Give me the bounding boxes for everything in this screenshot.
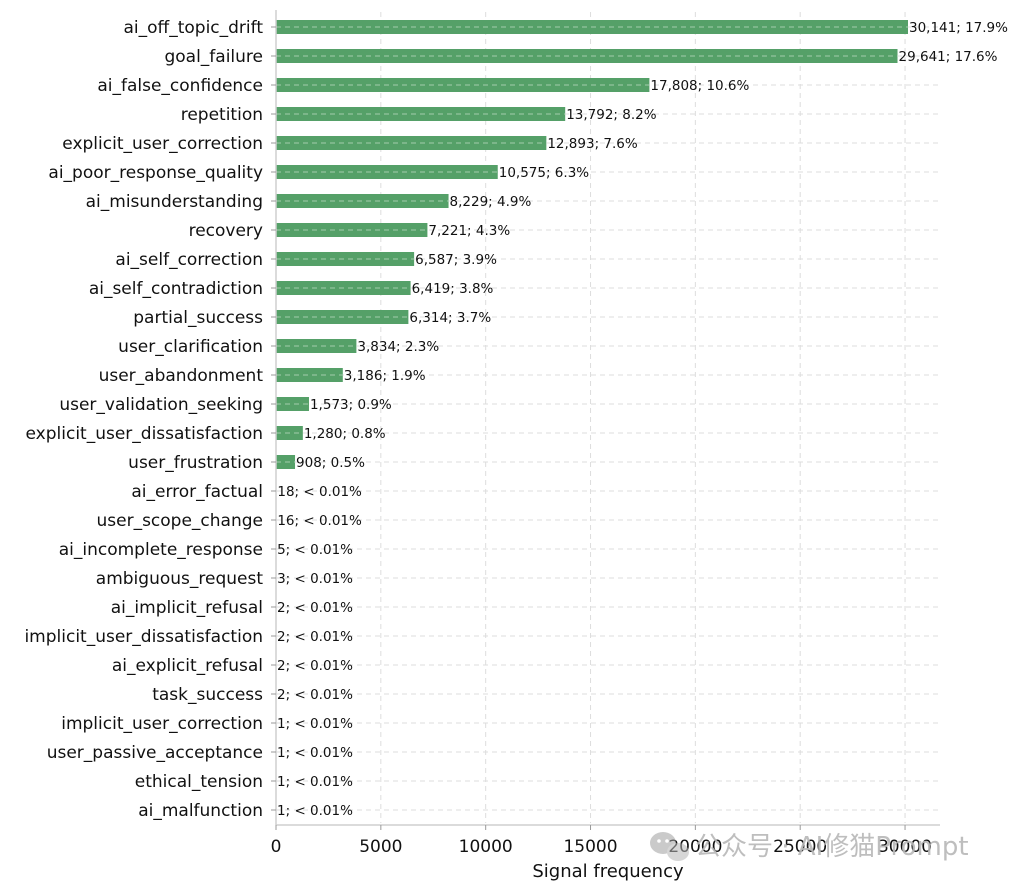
x-tick-label: 10000: [459, 837, 513, 857]
category-label: user_passive_acceptance: [47, 743, 263, 763]
category-label: recovery: [189, 221, 263, 241]
category-label: user_scope_change: [97, 511, 264, 531]
data-label: 7,221; 4.3%: [428, 223, 510, 239]
category-label: ai_malfunction: [138, 801, 263, 821]
category-label: ai_self_correction: [115, 250, 263, 270]
data-label: 18; < 0.01%: [277, 484, 362, 500]
data-label: 6,419; 3.8%: [412, 281, 494, 297]
axes: [271, 10, 940, 830]
data-label: 3; < 0.01%: [277, 571, 353, 587]
category-label: implicit_user_correction: [61, 714, 263, 734]
bar-user_validation_seeking: [276, 397, 309, 411]
bar-ai_misunderstanding: [276, 194, 449, 208]
category-label: task_success: [152, 685, 263, 705]
x-axis-title: Signal frequency: [532, 861, 684, 882]
category-label: ai_off_topic_drift: [123, 18, 263, 38]
data-label: 1; < 0.01%: [277, 745, 353, 761]
bar-recovery: [276, 223, 428, 237]
category-label: explicit_user_correction: [62, 134, 263, 154]
wechat-icon: [650, 832, 689, 861]
data-label: 2; < 0.01%: [277, 658, 353, 674]
category-label: user_frustration: [128, 453, 263, 473]
bar-user_abandonment: [276, 368, 343, 382]
data-labels: 30,141; 17.9% 29,641; 17.6% 17,808; 10.6% 1…: [277, 20, 1008, 819]
data-label: 5; < 0.01%: [277, 542, 353, 558]
category-label: explicit_user_dissatisfaction: [26, 424, 263, 444]
category-label: user_abandonment: [99, 366, 264, 386]
bar-user_frustration: [276, 455, 296, 469]
bar-goal_failure: [276, 49, 898, 63]
data-label: 1; < 0.01%: [277, 716, 353, 732]
x-tick-label: 25000: [773, 837, 827, 857]
data-label: 2; < 0.01%: [277, 629, 353, 645]
bar-repetition: [276, 107, 566, 121]
bar-ai_self_correction: [276, 252, 415, 266]
category-label: goal_failure: [164, 47, 263, 67]
data-label: 30,141; 17.9%: [909, 20, 1008, 36]
data-label: 8,229; 4.9%: [450, 194, 532, 210]
bar-explicit_user_dissatisfaction: [276, 426, 303, 440]
category-label: ai_self_contradiction: [89, 279, 263, 299]
category-label: ai_explicit_refusal: [112, 656, 263, 676]
category-label: ai_false_confidence: [97, 76, 263, 96]
x-tick-labels: 0 5000 10000 15000 20000 25000 30000: [271, 837, 933, 857]
data-label: 12,893; 7.6%: [547, 136, 638, 152]
x-tick-label: 15000: [563, 837, 617, 857]
data-label: 3,186; 1.9%: [344, 368, 426, 384]
data-label: 13,792; 8.2%: [566, 107, 657, 123]
category-label: ai_poor_response_quality: [48, 163, 263, 183]
bar-user_clarification: [276, 339, 357, 353]
bar-ai_off_topic_drift: [276, 20, 908, 34]
category-label: user_clarification: [118, 337, 263, 357]
data-label: 29,641; 17.6%: [899, 49, 998, 65]
bar-ai_false_confidence: [276, 78, 650, 92]
data-label: 1,573; 0.9%: [310, 397, 392, 413]
data-label: 16; < 0.01%: [277, 513, 362, 529]
category-label: partial_success: [133, 308, 263, 328]
category-label: user_validation_seeking: [59, 395, 263, 415]
grid-lines: [275, 12, 940, 823]
data-label: 2; < 0.01%: [277, 687, 353, 703]
bar-ai_self_contradiction: [276, 281, 411, 295]
bar-partial_success: [276, 310, 409, 324]
category-labels: ai_off_topic_drift goal_failure ai_false_c…: [24, 18, 263, 821]
data-label: 6,314; 3.7%: [409, 310, 491, 326]
category-label: repetition: [181, 105, 263, 125]
x-tick-label: 5000: [359, 837, 402, 857]
category-label: ai_misunderstanding: [86, 192, 263, 212]
bar-ai_poor_response_quality: [276, 165, 498, 179]
category-label: ai_error_factual: [131, 482, 263, 502]
x-tick-label: 30000: [878, 837, 932, 857]
bar-explicit_user_correction: [276, 136, 547, 150]
watermark-text: 公众号 · AI修猫Prompt: [695, 832, 969, 862]
bars: [276, 20, 908, 817]
data-label: 908; 0.5%: [296, 455, 365, 471]
x-tick-label: 0: [271, 837, 282, 857]
data-label: 1; < 0.01%: [277, 774, 353, 790]
data-label: 1,280; 0.8%: [304, 426, 386, 442]
data-label: 6,587; 3.9%: [415, 252, 497, 268]
data-label: 3,834; 2.3%: [357, 339, 439, 355]
category-label: ambiguous_request: [96, 569, 264, 589]
category-label: ai_incomplete_response: [59, 540, 263, 560]
category-label: ai_implicit_refusal: [111, 598, 263, 618]
data-label: 17,808; 10.6%: [650, 78, 749, 94]
data-label: 1; < 0.01%: [277, 803, 353, 819]
category-label: ethical_tension: [135, 772, 263, 792]
data-label: 2; < 0.01%: [277, 600, 353, 616]
category-label: implicit_user_dissatisfaction: [24, 627, 263, 647]
data-label: 10,575; 6.3%: [499, 165, 590, 181]
watermark: 公众号 · AI修猫Prompt: [650, 832, 969, 862]
